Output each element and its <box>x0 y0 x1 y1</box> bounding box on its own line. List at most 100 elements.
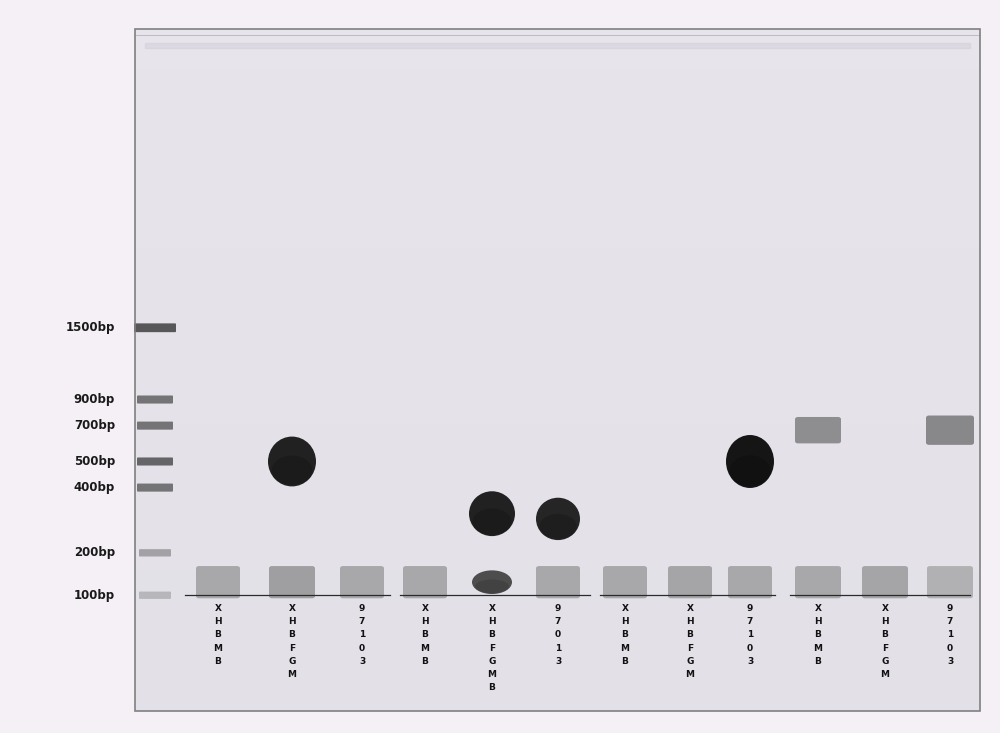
Text: X: X <box>686 604 694 613</box>
FancyBboxPatch shape <box>603 566 647 598</box>
Text: B: B <box>422 657 428 666</box>
Text: H: H <box>214 617 222 626</box>
FancyBboxPatch shape <box>137 421 173 430</box>
Text: B: B <box>489 630 495 639</box>
FancyBboxPatch shape <box>536 566 580 598</box>
FancyBboxPatch shape <box>139 592 171 599</box>
Text: 0: 0 <box>947 644 953 652</box>
Text: 1: 1 <box>747 630 753 639</box>
Text: 700bp: 700bp <box>74 419 115 432</box>
Text: 400bp: 400bp <box>74 481 115 494</box>
Text: 3: 3 <box>947 657 953 666</box>
Text: H: H <box>621 617 629 626</box>
Text: B: B <box>815 630 821 639</box>
FancyBboxPatch shape <box>137 484 173 492</box>
Text: M: M <box>620 644 630 652</box>
Text: B: B <box>215 630 221 639</box>
Ellipse shape <box>268 437 316 487</box>
Text: F: F <box>687 644 693 652</box>
Text: 9: 9 <box>747 604 753 613</box>
Text: 9: 9 <box>359 604 365 613</box>
Text: 3: 3 <box>747 657 753 666</box>
Text: 9: 9 <box>555 604 561 613</box>
Ellipse shape <box>272 456 312 485</box>
FancyBboxPatch shape <box>340 566 384 598</box>
Text: 100bp: 100bp <box>74 589 115 602</box>
Text: B: B <box>622 630 628 639</box>
FancyBboxPatch shape <box>926 416 974 445</box>
Text: B: B <box>815 657 821 666</box>
Text: G: G <box>488 657 496 666</box>
Text: G: G <box>881 657 889 666</box>
Text: B: B <box>289 630 295 639</box>
Text: 7: 7 <box>555 617 561 626</box>
FancyBboxPatch shape <box>927 566 973 598</box>
Text: H: H <box>421 617 429 626</box>
Text: 1: 1 <box>555 644 561 652</box>
FancyBboxPatch shape <box>403 566 447 598</box>
Text: M: M <box>686 670 694 679</box>
Text: X: X <box>488 604 496 613</box>
FancyBboxPatch shape <box>137 457 173 465</box>
Ellipse shape <box>472 509 512 535</box>
Text: 500bp: 500bp <box>74 455 115 468</box>
Text: 1: 1 <box>359 630 365 639</box>
Text: M: M <box>288 670 296 679</box>
Text: 0: 0 <box>747 644 753 652</box>
FancyBboxPatch shape <box>269 566 315 598</box>
Text: M: M <box>881 670 890 679</box>
Text: B: B <box>489 683 495 692</box>
Text: X: X <box>288 604 296 613</box>
FancyBboxPatch shape <box>196 566 240 598</box>
Ellipse shape <box>469 491 515 536</box>
Text: 1: 1 <box>947 630 953 639</box>
Text: H: H <box>881 617 889 626</box>
Text: H: H <box>814 617 822 626</box>
Text: X: X <box>214 604 222 613</box>
FancyBboxPatch shape <box>668 566 712 598</box>
Text: G: G <box>288 657 296 666</box>
Text: M: M <box>488 670 496 679</box>
Text: F: F <box>289 644 295 652</box>
Text: H: H <box>288 617 296 626</box>
Text: 7: 7 <box>747 617 753 626</box>
Text: X: X <box>422 604 428 613</box>
Ellipse shape <box>536 498 580 540</box>
Text: F: F <box>882 644 888 652</box>
Text: B: B <box>882 630 888 639</box>
Text: M: M <box>420 644 430 652</box>
Text: G: G <box>686 657 694 666</box>
Text: X: X <box>622 604 629 613</box>
Text: H: H <box>488 617 496 626</box>
FancyBboxPatch shape <box>728 566 772 598</box>
Ellipse shape <box>539 514 577 539</box>
FancyBboxPatch shape <box>795 566 841 598</box>
Text: 0: 0 <box>359 644 365 652</box>
Text: X: X <box>882 604 889 613</box>
FancyBboxPatch shape <box>139 549 171 556</box>
FancyBboxPatch shape <box>134 323 176 332</box>
Text: B: B <box>622 657 628 666</box>
Ellipse shape <box>726 435 774 488</box>
Text: B: B <box>215 657 221 666</box>
Bar <box>135 29 980 711</box>
Text: 1500bp: 1500bp <box>66 321 115 334</box>
Text: F: F <box>489 644 495 652</box>
FancyBboxPatch shape <box>795 417 841 443</box>
Ellipse shape <box>475 579 509 593</box>
FancyBboxPatch shape <box>137 396 173 404</box>
Text: 3: 3 <box>555 657 561 666</box>
Text: 200bp: 200bp <box>74 546 115 559</box>
Text: M: M <box>214 644 222 652</box>
Text: H: H <box>686 617 694 626</box>
Text: 3: 3 <box>359 657 365 666</box>
Ellipse shape <box>730 455 770 487</box>
Text: B: B <box>687 630 693 639</box>
Text: M: M <box>814 644 822 652</box>
Text: B: B <box>422 630 428 639</box>
Text: 7: 7 <box>947 617 953 626</box>
Text: 9: 9 <box>947 604 953 613</box>
Text: 900bp: 900bp <box>74 393 115 406</box>
Ellipse shape <box>472 570 512 594</box>
Text: X: X <box>814 604 822 613</box>
